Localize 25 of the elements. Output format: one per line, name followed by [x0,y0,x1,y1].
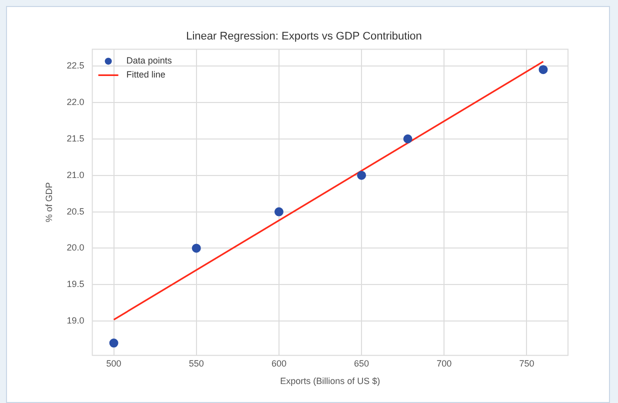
point [109,338,118,348]
legend-label: Fitted line [126,70,166,80]
y-tick-label: 19.5 [66,279,84,290]
legend-label: Data points [126,56,172,66]
point [538,65,548,74]
point [192,244,201,253]
x-tick-label: 750 [519,358,534,368]
x-tick-label: 650 [354,358,370,368]
x-tick-label: 500 [106,358,122,368]
y-tick-label: 22.5 [66,60,84,70]
x-axis-title: Exports (Billions of US $) [280,376,380,386]
point [274,207,284,216]
point [357,170,366,180]
y-tick-label: 19.0 [66,316,84,326]
y-axis-title: % of GDP [44,182,54,222]
x-tick-label: 550 [188,358,204,368]
y-tick-label: 20.0 [66,242,84,253]
x-tick-label: 700 [436,358,452,368]
y-tick-label: 21.5 [66,133,84,144]
chart-title: Linear Regression: Exports vs GDP Contribution [186,30,422,43]
y-tick-label: 22.0 [66,96,84,107]
y-tick-label: 20.5 [66,206,84,216]
x-tick-label: 600 [271,358,286,368]
point [403,134,412,144]
y-tick-label: 21.0 [66,170,84,180]
